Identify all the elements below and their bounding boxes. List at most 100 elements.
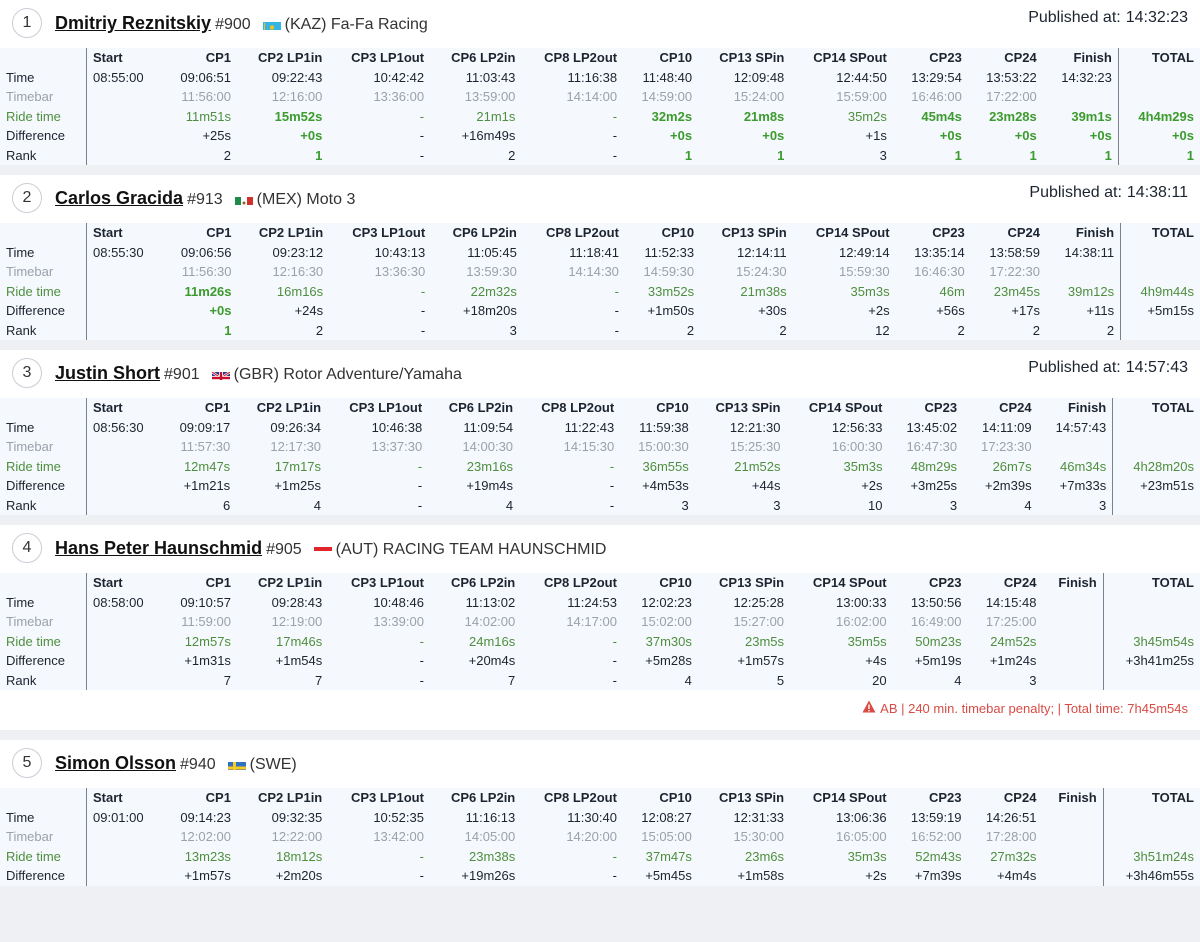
card-header: 1 Dmitriy Reznitskiy #900 (KAZ) Fa-Fa Raci…: [0, 0, 1200, 48]
diff-cell-cp8: -: [612, 653, 617, 669]
timebar-cell-finish: [1043, 87, 1119, 107]
diff-cell-cp3: -: [419, 868, 424, 884]
col-header-cp14: CP14 SPout: [812, 575, 887, 591]
diff-cell-cp2: +24s: [294, 303, 324, 319]
time-cell-cp23: 13:29:54: [911, 69, 962, 85]
card-header: 5 Simon Olsson#940(SWE) Published at:: [0, 740, 1200, 788]
time-cell-cp10: 11:48:40: [642, 69, 693, 85]
diff-cell-cp1: +0s: [209, 303, 232, 319]
time-cell-finish: 14:32:23: [1061, 69, 1112, 85]
row-label-ride: Ride time: [0, 456, 87, 476]
rider-name-link[interactable]: Justin Short: [55, 363, 161, 383]
col-header-cp1: CP1: [205, 790, 231, 806]
rider-team: (MEX) Moto 3: [256, 191, 356, 208]
timing-table: Start CP1 CP2 LP1in CP3 LP1out CP6 LP2in CP8 …: [0, 223, 1200, 340]
col-header-cp8: CP8 LP2out: [544, 50, 618, 66]
ride-cell-cp8: -: [612, 108, 618, 124]
row-time: Time 09:01:00 09:14:23 09:32:35 10:52:35 11:1…: [0, 807, 1200, 827]
row-time: Time 08:55:30 09:06:56 09:23:12 10:43:13 11:0…: [0, 242, 1200, 262]
diff-cell-cp8: -: [614, 303, 619, 319]
col-header-cp6: CP6 LP2in: [450, 575, 516, 591]
col-header-cp3: CP3 LP1out: [352, 225, 426, 241]
timebar-cell-cp3: 13:37:30: [371, 439, 423, 455]
timing-table: Start CP1 CP2 LP1in CP3 LP1out CP6 LP2in CP8 …: [0, 398, 1200, 515]
diff-cell-cp10: +4m53s: [642, 478, 689, 494]
diff-cell-cp2: +1m25s: [274, 478, 322, 494]
timebar-cell-cp24: 17:23:30: [981, 439, 1032, 455]
card-header: 3 Justin Short #901 (GBR) Rotor Adventure/…: [0, 350, 1200, 398]
row-timebar: Timebar 11:59:00 12:19:00 13:39:00 14:02:00 1…: [0, 612, 1200, 632]
rider-name-link[interactable]: Carlos Gracida: [55, 188, 184, 208]
timebar-cell-cp6: 14:05:00: [464, 829, 516, 845]
col-header-cp3: CP3 LP1out: [350, 575, 424, 591]
diff-cell-cp13: +1m57s: [737, 653, 785, 669]
row-label-timebar: Timebar: [0, 262, 87, 282]
timebar-cell-cp10: 15:00:30: [638, 439, 689, 455]
diff-cell-cp24: +2m39s: [984, 478, 1032, 494]
rank-cell-cp23: 2: [957, 322, 965, 338]
time-cell-cp8: 11:30:40: [567, 809, 617, 825]
ride-cell-cp8: -: [609, 458, 615, 474]
col-header-finish: Finish: [1058, 790, 1097, 806]
diff-cell-cp2: +2m20s: [275, 868, 323, 884]
diff-cell-finish: [1042, 651, 1103, 671]
rank-cell-cp14: 12: [875, 322, 890, 338]
col-header-cp10: CP10: [659, 50, 693, 66]
time-cell-cp24: 13:58:59: [989, 244, 1040, 260]
ride-cell-cp6: 22m32s: [470, 283, 517, 299]
time-cell-start: 09:01:00: [93, 809, 144, 825]
rank-cell-cp24: 4: [1024, 497, 1032, 513]
ride-cell-cp24: 23m28s: [989, 108, 1037, 124]
diff-cell-cp6: +18m20s: [463, 303, 517, 319]
diff-cell-cp10: +1m50s: [647, 303, 695, 319]
time-cell-start: 08:58:00: [93, 594, 144, 610]
published-at: Published at: 14:38:11: [1029, 184, 1188, 202]
timebar-cell-cp8: 14:17:00: [566, 614, 617, 630]
time-cell-cp8: 11:18:41: [569, 244, 619, 260]
timebar-cell-cp13: 15:24:30: [736, 264, 787, 280]
timebar-cell-total: [1117, 87, 1200, 107]
row-timebar: Timebar 11:56:00 12:16:00 13:36:00 13:59:00 1…: [0, 87, 1200, 107]
rider-team: (GBR) Rotor Adventure/Yamaha: [233, 366, 462, 383]
published-time: 14:32:23: [1125, 9, 1188, 26]
rider-name-link[interactable]: Simon Olsson: [55, 753, 177, 773]
timebar-cell-cp14: 15:59:30: [838, 264, 890, 280]
time-cell-cp8: 11:22:43: [564, 419, 615, 435]
timebar-cell-cp10: 15:05:00: [641, 829, 692, 845]
ride-cell-cp6: 21m1s: [476, 108, 516, 124]
rider-heading: Justin Short #901 (GBR) Rotor Adventure/Ya…: [55, 361, 462, 387]
diff-cell-cp6: +19m26s: [461, 868, 516, 884]
diff-cell-cp8: -: [609, 478, 615, 494]
col-header-cp3: CP3 LP1out: [351, 50, 425, 66]
rider-name-link[interactable]: Hans Peter Haunschmid: [55, 538, 263, 558]
diff-cell-cp10: +5m45s: [645, 868, 692, 884]
rider-name-link[interactable]: Dmitriy Reznitskiy: [55, 13, 212, 33]
rank-cell-cp13: 3: [773, 497, 781, 513]
time-cell-cp23: 13:45:02: [906, 419, 958, 435]
timebar-cell-cp2: 12:16:30: [272, 264, 324, 280]
timebar-cell-cp13: 15:30:00: [733, 829, 785, 845]
position-badge: 5: [12, 748, 42, 778]
timebar-cell-cp1: 11:57:30: [180, 439, 231, 455]
row-ride: Ride time 12m57s 17m46s - 24m16s - 37m30s 23m5s…: [0, 631, 1200, 651]
ride-cell-cp13: 21m52s: [734, 458, 781, 474]
ride-cell-cp14: 35m3s: [850, 283, 890, 299]
col-header-cp2: CP2 LP1in: [258, 50, 323, 66]
time-cell-cp1: 09:09:17: [179, 419, 231, 435]
col-header-cp10: CP10: [659, 790, 692, 806]
time-cell-cp23: 13:59:19: [910, 809, 962, 825]
rider-heading: Carlos Gracida #913 (MEX) Moto 3: [55, 186, 355, 212]
rank-cell-cp24: 2: [1032, 322, 1040, 338]
ride-cell-cp1: 12m57s: [184, 633, 231, 649]
rank-cell-cp13: 2: [779, 322, 787, 338]
row-label-time: Time: [0, 67, 87, 87]
time-cell-cp23: 13:50:56: [910, 594, 962, 610]
col-header-total: TOTAL: [1102, 788, 1200, 808]
timebar-cell-cp13: 15:24:00: [733, 89, 785, 105]
ride-cell-cp3: -: [420, 283, 426, 299]
time-cell-cp14: 13:00:33: [835, 594, 887, 610]
row-label-diff: Difference: [0, 651, 87, 671]
rider-team: (AUT) RACING TEAM HAUNSCHMID: [335, 541, 607, 558]
time-cell-cp24: 14:15:48: [985, 594, 1037, 610]
ride-cell-cp13: 21m8s: [743, 108, 785, 124]
